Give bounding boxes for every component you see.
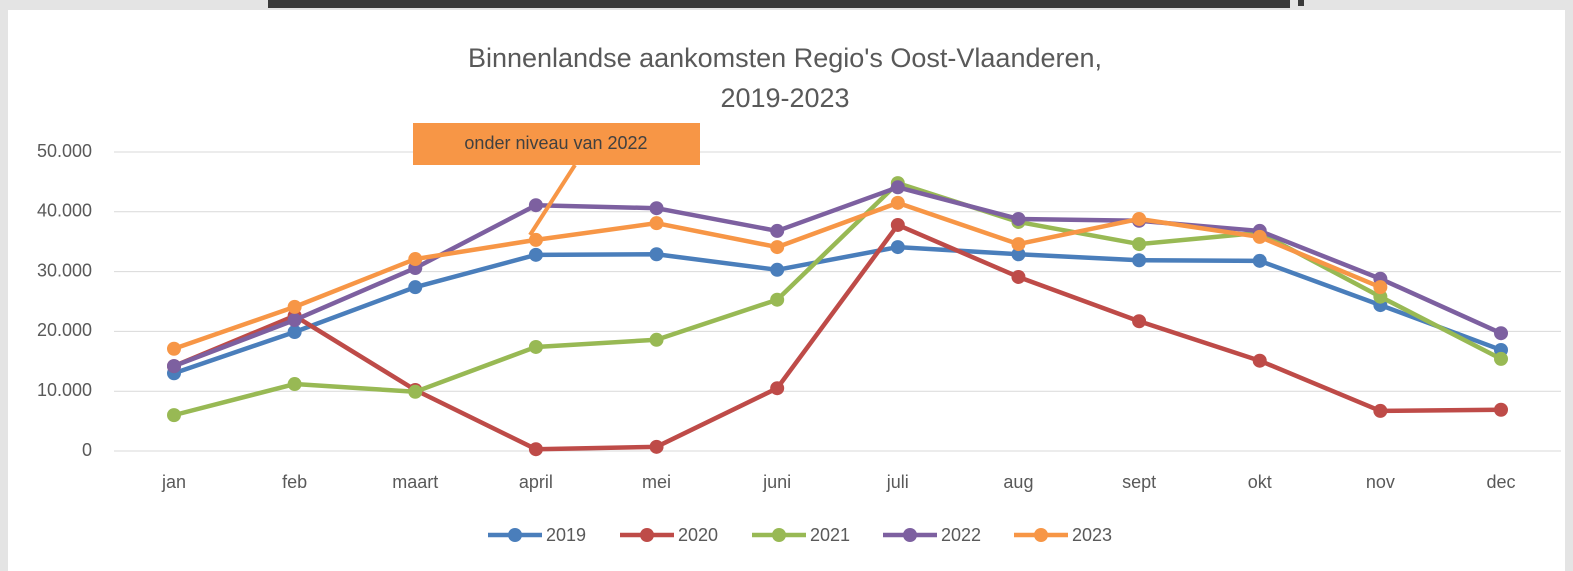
x-tick-label: nov — [1366, 472, 1395, 492]
data-point — [408, 384, 423, 399]
data-point — [528, 442, 543, 457]
data-point — [649, 201, 664, 216]
x-tick-label: feb — [282, 472, 307, 492]
legend-dot — [1034, 528, 1048, 542]
legend-dot — [772, 528, 786, 542]
data-point — [770, 381, 785, 396]
data-point — [649, 216, 664, 231]
series-line — [173, 244, 1502, 376]
legend-label: 2022 — [941, 525, 981, 545]
data-point — [890, 240, 905, 255]
data-point — [287, 313, 302, 328]
y-tick-label: 30.000 — [37, 260, 92, 280]
y-tick-label: 10.000 — [37, 380, 92, 400]
data-point — [1011, 247, 1026, 262]
top-bar — [268, 0, 1290, 8]
x-tick-label: mei — [642, 472, 671, 492]
annotation-arrow — [528, 163, 577, 237]
data-point — [167, 341, 181, 356]
data-point — [1252, 253, 1267, 268]
data-point — [528, 232, 543, 247]
legend-dot — [640, 528, 654, 542]
x-tick-label: april — [519, 472, 553, 492]
x-tick-label: jan — [161, 472, 186, 492]
data-point — [167, 408, 181, 423]
annotation: onder niveau van 2022 — [464, 133, 647, 153]
legend-label: 2020 — [678, 525, 718, 545]
data-point — [1494, 402, 1508, 417]
data-point — [408, 252, 423, 267]
data-point — [1132, 314, 1147, 329]
legend-label: 2019 — [546, 525, 586, 545]
data-point — [1132, 211, 1147, 226]
x-tick-label: aug — [1003, 472, 1033, 492]
data-point — [649, 332, 664, 347]
data-point — [890, 180, 905, 195]
data-point — [1011, 237, 1026, 252]
legend-label: 2021 — [810, 525, 850, 545]
data-point — [287, 299, 302, 314]
legend-dot — [903, 528, 917, 542]
data-point — [1011, 269, 1026, 284]
data-point — [528, 198, 543, 213]
data-point — [770, 223, 785, 238]
y-tick-label: 20.000 — [37, 320, 92, 340]
data-point — [1252, 229, 1267, 244]
legend-label: 2023 — [1072, 525, 1112, 545]
x-tick-label: okt — [1248, 472, 1272, 492]
data-point — [1373, 403, 1388, 418]
data-point — [890, 217, 905, 232]
y-tick-label: 0 — [82, 440, 92, 460]
x-tick-label: maart — [392, 472, 438, 492]
data-point — [1132, 237, 1147, 252]
data-point — [1373, 289, 1388, 304]
x-tick-label: sept — [1122, 472, 1156, 492]
data-point — [528, 247, 543, 262]
data-point — [649, 439, 664, 454]
data-point — [770, 262, 785, 277]
chart-title: Binnenlandse aankomsten Regio's Oost-Vla… — [468, 43, 1102, 73]
data-point — [1373, 280, 1388, 295]
data-point — [1252, 353, 1267, 368]
data-point — [287, 324, 302, 339]
data-point — [1494, 351, 1508, 366]
x-tick-label: juli — [886, 472, 909, 492]
data-point — [1011, 211, 1026, 226]
data-point — [287, 377, 302, 392]
y-tick-label: 40.000 — [37, 201, 92, 221]
data-point — [1132, 253, 1147, 268]
chart-title: 2019-2023 — [720, 83, 849, 113]
x-tick-label: juni — [762, 472, 791, 492]
data-point — [649, 247, 664, 262]
data-point — [890, 195, 905, 210]
legend-dot — [508, 528, 522, 542]
data-point — [770, 240, 785, 255]
data-point — [408, 280, 423, 295]
data-point — [167, 359, 181, 374]
top-mark — [1298, 0, 1304, 6]
x-tick-label: dec — [1486, 472, 1515, 492]
series-line — [173, 222, 1502, 452]
annotation-box — [413, 123, 700, 165]
series-line — [173, 185, 1502, 369]
data-point — [770, 292, 785, 307]
data-point — [528, 339, 543, 354]
y-tick-label: 50.000 — [37, 141, 92, 161]
data-point — [1494, 326, 1508, 341]
